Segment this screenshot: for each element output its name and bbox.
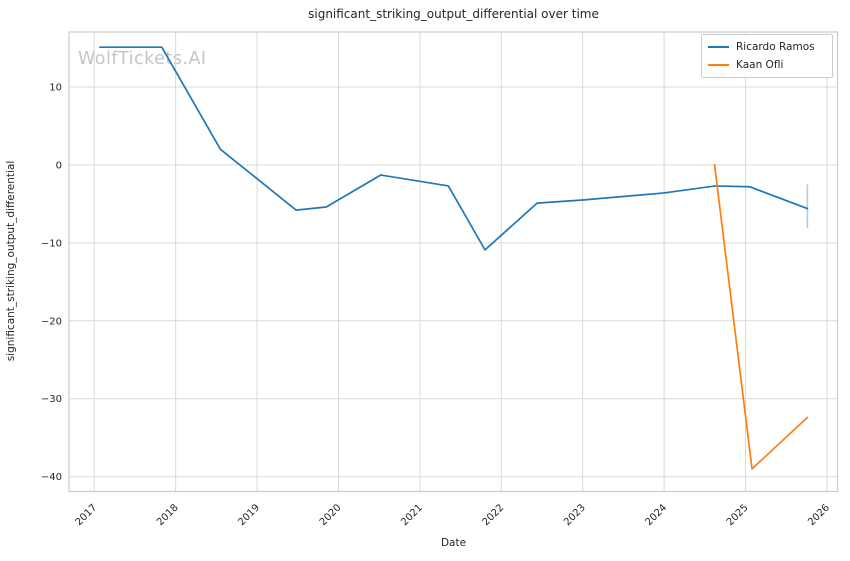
legend-item-kaan-ofli: Kaan Ofli [708,57,824,72]
y-tick-label: −20 [41,316,62,327]
y-tick-label: −40 [41,472,62,483]
legend-label: Kaan Ofli [736,58,784,71]
watermark: WolfTickets.AI [78,49,207,69]
x-tick-label: 2019 [236,502,262,528]
series-line-ricardo-ramos [99,46,809,251]
y-tick-label: −10 [41,238,62,249]
x-tick-label: 2026 [806,502,832,528]
y-tick-label: 0 [56,160,62,171]
y-tick-label: 10 [49,82,62,93]
x-tick-label: 2023 [562,502,588,528]
x-axis-label: Date [440,537,467,549]
x-tick-label: 2025 [725,502,751,528]
series-line-kaan-ofli [713,164,809,470]
chart-title: significant_striking_output_differential… [308,7,599,21]
y-axis-label: significant_striking_output_differential [5,160,17,362]
legend-line-swatch [708,63,729,66]
x-tick-label: 2021 [399,502,425,528]
legend: Ricardo Ramos Kaan Ofli [701,34,833,78]
y-tick-label: −30 [41,394,62,405]
x-tick-label: 2020 [318,502,344,528]
legend-item-ricardo-ramos: Ricardo Ramos [708,39,824,54]
plot-border [68,31,839,493]
x-tick-label: 2017 [74,502,100,528]
legend-label: Ricardo Ramos [736,40,815,53]
legend-line-swatch [708,45,729,48]
x-tick-label: 2018 [155,502,181,528]
x-tick-label: 2022 [481,502,507,528]
x-tick-label: 2024 [643,502,669,528]
